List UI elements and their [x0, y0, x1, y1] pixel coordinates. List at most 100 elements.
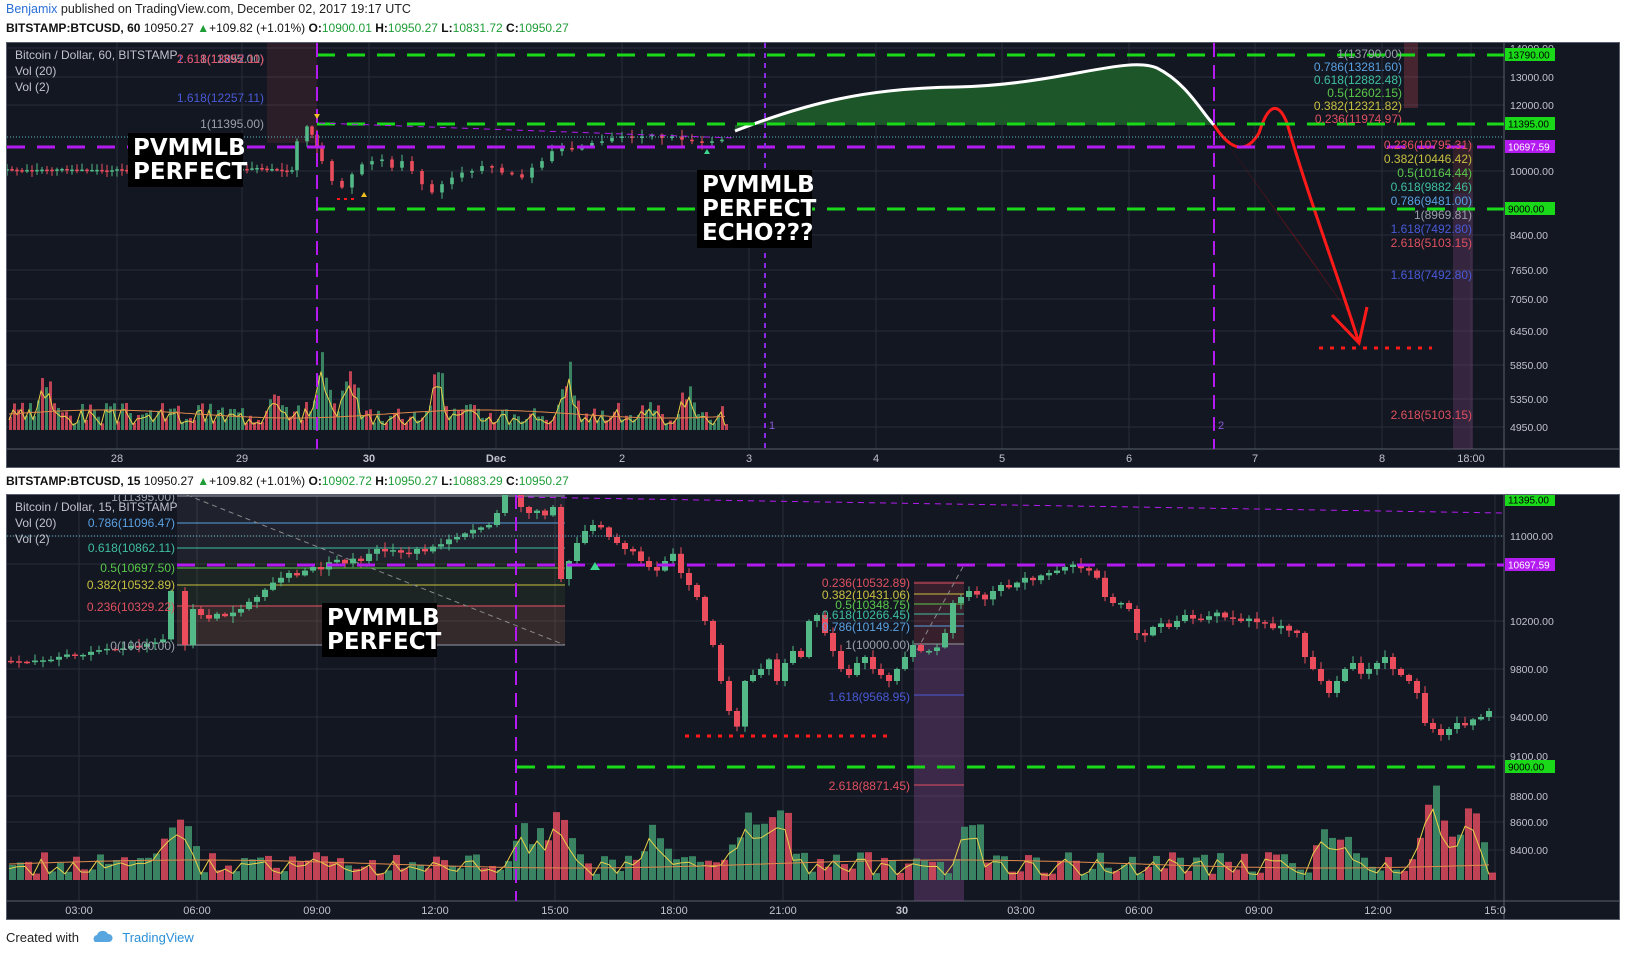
- bottom-volume: [1041, 872, 1048, 880]
- bottom-candle: [854, 663, 860, 675]
- bottom-candle: [1142, 633, 1148, 636]
- top-volume: [349, 371, 352, 430]
- annotation-perfect-text: PVMMLB: [327, 605, 440, 631]
- top-volume: [581, 419, 584, 430]
- tradingview-link[interactable]: TradingView: [122, 930, 194, 945]
- bottom-volume: [809, 871, 816, 880]
- bottom-candle: [198, 609, 204, 615]
- top-volume: [237, 412, 240, 430]
- bottom-candle: [1070, 564, 1076, 567]
- bottom-candle: [974, 591, 980, 595]
- bottom-candle: [766, 659, 772, 669]
- bottom-candle: [152, 642, 158, 644]
- bottom-volume: [401, 868, 408, 880]
- bottom-candle: [998, 585, 1004, 591]
- top-volume: [141, 414, 144, 430]
- annotation-echo-text: ECHO???: [702, 220, 813, 246]
- top-volume: [565, 386, 568, 430]
- bottom-candle: [160, 639, 166, 643]
- top-candle: [360, 164, 364, 175]
- top-candle: [25, 170, 29, 172]
- bottom-candle: [1102, 577, 1108, 597]
- bottom-volume: [593, 873, 600, 880]
- bottom-candle: [1350, 663, 1356, 669]
- top-volume: [85, 420, 88, 430]
- bottom-candle: [1134, 609, 1140, 633]
- arrow-marker: [314, 114, 320, 119]
- bottom-volume: [1233, 869, 1240, 880]
- top-candle: [90, 169, 94, 172]
- top-volume: [133, 422, 136, 430]
- top-volume: [197, 405, 200, 430]
- bottom-candle: [830, 633, 836, 651]
- top-volume: [585, 413, 588, 430]
- bottom-candle: [182, 591, 188, 645]
- top-chart-panel[interactable]: 282930Dec234567818:0014000.0013000.00120…: [6, 42, 1620, 468]
- bottom-candle: [870, 657, 876, 669]
- bottom-volume: [1433, 785, 1440, 880]
- bottom-candle: [1046, 573, 1052, 576]
- bottom-candle: [742, 681, 748, 727]
- bottom-volume: [1081, 873, 1088, 880]
- bottom-candle: [838, 651, 844, 669]
- fib-label-left: 2.618(13652.11): [177, 52, 264, 66]
- bottom-chart-panel[interactable]: 03:00 06:00 09:00 12:00 15:00 18:00 21:00 30 03:…: [6, 494, 1620, 920]
- y-tick-label: 9400.00: [1510, 712, 1548, 724]
- bottom-volume: [457, 868, 464, 880]
- bottom-volume: [545, 840, 552, 880]
- top-candle: [380, 159, 384, 162]
- bottom-volume: [993, 855, 1000, 880]
- top-volume: [369, 409, 372, 430]
- bottom-chart[interactable]: 03:00 06:00 09:00 12:00 15:00 18:00 21:00 30 03:…: [7, 495, 1619, 919]
- bottom-volume: [761, 823, 768, 880]
- price-badge-label: 10697.59: [1508, 143, 1550, 154]
- bottom-volume: [945, 873, 952, 880]
- fib-zone: [1453, 193, 1473, 449]
- top-volume: [405, 422, 408, 430]
- bottom-volume: [185, 826, 192, 880]
- bottom-candle: [1478, 717, 1484, 720]
- x-tick-label: 09:00: [303, 905, 331, 917]
- top-volume: [501, 409, 504, 430]
- top-candle: [60, 168, 64, 171]
- bottom-candle: [1270, 623, 1276, 629]
- bottom-candle: [710, 621, 716, 645]
- top-volume: [21, 402, 24, 430]
- fib-zone: [267, 43, 317, 143]
- bottom-volume: [553, 812, 560, 880]
- annotation-perfect-text: PVMMLB: [133, 135, 246, 161]
- bottom-volume: [33, 873, 40, 880]
- top-volume: [41, 378, 44, 430]
- top-candle: [650, 134, 654, 137]
- author-link[interactable]: Benjamix: [6, 2, 58, 16]
- top-candle: [470, 171, 474, 173]
- top-candle: [270, 169, 274, 171]
- publish-header: Benjamix published on TradingView.com, D…: [6, 2, 411, 20]
- bottom-candle: [430, 546, 436, 552]
- top-volume: [401, 419, 404, 430]
- bottom-candle: [32, 660, 38, 663]
- bottom-candle: [918, 645, 924, 651]
- top-candle: [15, 169, 19, 172]
- top-candle: [125, 169, 129, 172]
- top-chart[interactable]: 282930Dec234567818:0014000.0013000.00120…: [7, 43, 1619, 467]
- bottom-volume: [249, 859, 256, 880]
- bottom-candle: [1382, 657, 1388, 663]
- bottom-volume: [1265, 852, 1272, 880]
- bottom-candle: [88, 651, 94, 655]
- top-volume: [461, 409, 464, 430]
- bottom-volume: [481, 868, 488, 880]
- y-tick-label: 4950.00: [1510, 422, 1548, 434]
- top-volume: [621, 419, 624, 430]
- top-candle: [120, 169, 124, 171]
- top-volume: [137, 415, 140, 430]
- top-volume: [445, 406, 448, 430]
- bottom-volume: [1353, 853, 1360, 880]
- fib-label-lower: 0.5(10164.44): [1397, 166, 1472, 180]
- bottom-volume: [1249, 871, 1256, 880]
- bottom-volume: [1449, 836, 1456, 880]
- fib-label-lower: 0.382(10446.42): [1384, 152, 1472, 166]
- bottom-volume: [417, 864, 424, 880]
- bottom-candle: [406, 552, 412, 555]
- top-volume: [709, 419, 712, 430]
